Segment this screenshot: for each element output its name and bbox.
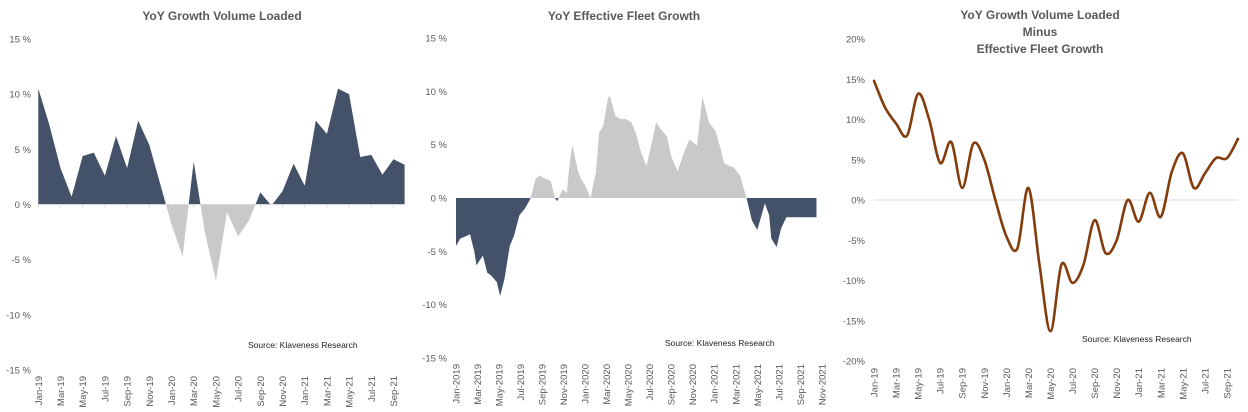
y-tick-label: 20% xyxy=(846,35,866,46)
y-tick-label: -10 % xyxy=(6,310,31,321)
x-tick-label: Jan-21 xyxy=(300,376,311,405)
x-tick-label: Jan-2021 xyxy=(710,364,721,404)
x-tick-label: Jul-2020 xyxy=(645,364,656,400)
negative-growth-area xyxy=(38,204,405,281)
x-tick-label: Mar-19 xyxy=(892,368,903,398)
x-tick-label: Mar-2019 xyxy=(473,364,484,405)
x-tick-label: Nov-2020 xyxy=(688,364,699,405)
x-tick-label: May-2020 xyxy=(624,364,635,406)
x-tick-label: Nov-20 xyxy=(1112,368,1123,399)
negative-fleet-growth-area xyxy=(456,198,817,297)
y-tick-label: 15 % xyxy=(9,35,31,46)
y-tick-label: -10% xyxy=(843,276,866,287)
x-tick-label: Sep-19 xyxy=(958,368,969,399)
x-tick-label: May-21 xyxy=(345,376,356,408)
y-tick-label: 15 % xyxy=(425,34,447,45)
x-tick-label: Jan-21 xyxy=(1134,368,1145,397)
x-tick-label: Nov-19 xyxy=(980,368,991,399)
x-tick-label: Mar-19 xyxy=(56,376,67,406)
x-tick-label: Jul-19 xyxy=(100,376,111,402)
y-tick-label: 0 % xyxy=(15,200,32,211)
x-tick-label: Jul-19 xyxy=(936,368,947,394)
y-tick-label: -5% xyxy=(848,236,865,247)
y-tick-label: -5 % xyxy=(427,247,447,258)
x-tick-label: Jul-21 xyxy=(367,376,378,402)
chart2-title: YoY Effective Fleet Growth xyxy=(548,9,700,23)
y-tick-label: 0 % xyxy=(431,194,448,205)
x-tick-label: Sep-21 xyxy=(1222,368,1233,399)
x-tick-label: Sep-20 xyxy=(256,376,267,407)
x-tick-label: Jan-20 xyxy=(1002,368,1013,397)
chart3-source: Source: Klaveness Research xyxy=(1082,334,1192,344)
x-tick-label: May-21 xyxy=(1178,368,1189,400)
x-tick-label: Nov-2019 xyxy=(559,364,570,405)
y-tick-label: -15 % xyxy=(422,354,447,365)
y-tick-label: 5 % xyxy=(15,145,32,156)
chart1-source: Source: Klaveness Research xyxy=(248,340,358,350)
x-tick-label: May-20 xyxy=(211,376,222,408)
x-tick-label: Jul-20 xyxy=(234,376,245,402)
y-tick-label: 0% xyxy=(851,196,865,207)
x-tick-label: Mar-20 xyxy=(189,376,200,406)
x-tick-label: May-20 xyxy=(1046,368,1057,400)
x-tick-label: Sep-21 xyxy=(389,376,400,407)
x-tick-label: Mar-2020 xyxy=(602,364,613,405)
x-tick-label: Mar-2021 xyxy=(731,364,742,405)
chart-volume-minus-fleet: YoY Growth Volume Loaded Minus Effective… xyxy=(843,8,1240,400)
x-tick-label: Jan-2020 xyxy=(581,364,592,404)
x-tick-label: Sep-2020 xyxy=(667,364,678,405)
x-tick-label: Nov-20 xyxy=(278,376,289,407)
x-tick-label: Jul-2019 xyxy=(516,364,527,400)
x-tick-label: Jan-2019 xyxy=(452,364,463,404)
y-tick-label: -20% xyxy=(843,357,866,368)
x-tick-label: Nov-2021 xyxy=(817,364,828,405)
y-tick-label: 5% xyxy=(851,155,865,166)
y-tick-label: 15% xyxy=(846,75,866,86)
positive-fleet-growth-area xyxy=(456,95,817,198)
chart-effective-fleet-growth: YoY Effective Fleet Growth 15 % 10 % 5 % 0 … xyxy=(422,9,828,406)
x-tick-label: Mar-21 xyxy=(322,376,333,406)
y-tick-label: 10 % xyxy=(9,90,31,101)
chart2-source: Source: Klaveness Research xyxy=(665,338,775,348)
chart3-title-line2: Minus xyxy=(1023,25,1058,39)
y-tick-label: -15 % xyxy=(6,366,31,377)
x-tick-label: Mar-20 xyxy=(1024,368,1035,398)
x-tick-label: Jul-20 xyxy=(1068,368,1079,394)
x-tick-label: Sep-20 xyxy=(1090,368,1101,399)
x-tick-label: Jan-19 xyxy=(870,368,881,397)
y-tick-label: -15% xyxy=(843,316,866,327)
spread-line xyxy=(872,79,1240,333)
y-tick-label: -5 % xyxy=(11,255,31,266)
x-tick-label: May-19 xyxy=(78,376,89,408)
y-tick-label: 10 % xyxy=(425,87,447,98)
chart3-title-line3: Effective Fleet Growth xyxy=(977,42,1104,56)
chart1-title: YoY Growth Volume Loaded xyxy=(142,9,301,23)
x-tick-label: Mar-21 xyxy=(1156,368,1167,398)
x-tick-label: Jan-20 xyxy=(167,376,178,405)
x-tick-label: Jan-19 xyxy=(34,376,45,405)
x-tick-label: Jul-2021 xyxy=(774,364,785,400)
y-tick-label: 10% xyxy=(846,115,866,126)
x-tick-label: Sep-2019 xyxy=(538,364,549,405)
x-tick-label: Nov-19 xyxy=(145,376,156,407)
x-tick-label: May-2021 xyxy=(753,364,764,406)
positive-growth-area xyxy=(38,88,405,205)
x-tick-label: May-19 xyxy=(914,368,925,400)
chart3-title-line1: YoY Growth Volume Loaded xyxy=(960,8,1119,22)
x-tick-label: Sep-19 xyxy=(123,376,134,407)
x-tick-label: May-2019 xyxy=(495,364,506,406)
y-tick-label: 5 % xyxy=(431,140,448,151)
chart-volume-loaded: YoY Growth Volume Loaded 15 % 10 % 5 % 0 % -… xyxy=(6,9,405,408)
x-tick-label: Sep-2021 xyxy=(796,364,807,405)
x-tick-label: Jul-21 xyxy=(1200,368,1211,394)
y-tick-label: -10 % xyxy=(422,300,447,311)
